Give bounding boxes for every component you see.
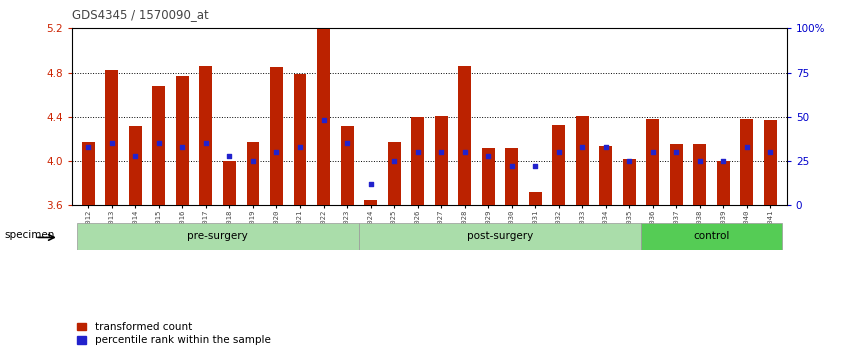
Point — [364, 181, 377, 187]
Text: specimen: specimen — [4, 230, 55, 240]
Bar — [599, 145, 613, 205]
Point — [294, 144, 307, 150]
Bar — [481, 148, 495, 205]
Point — [481, 153, 495, 159]
Point — [458, 149, 471, 155]
Legend: transformed count, percentile rank within the sample: transformed count, percentile rank withi… — [77, 322, 271, 345]
Point — [387, 158, 401, 164]
Point — [740, 144, 754, 150]
Bar — [106, 70, 118, 205]
Bar — [641, 223, 782, 250]
Bar — [359, 223, 641, 250]
Bar — [623, 159, 635, 205]
Bar — [82, 142, 95, 205]
Point — [764, 149, 777, 155]
Bar — [435, 116, 448, 205]
Point — [646, 149, 660, 155]
Point — [411, 149, 425, 155]
Point — [575, 144, 589, 150]
Bar — [459, 66, 471, 205]
Bar — [223, 161, 236, 205]
Bar — [764, 120, 777, 205]
Bar — [200, 66, 212, 205]
Point — [199, 141, 212, 146]
Point — [340, 141, 354, 146]
Point — [152, 141, 166, 146]
Point — [552, 149, 565, 155]
Bar — [670, 144, 683, 205]
Bar — [387, 142, 400, 205]
Point — [623, 158, 636, 164]
Bar — [270, 67, 283, 205]
Point — [129, 153, 142, 159]
Point — [505, 164, 519, 169]
Text: pre-surgery: pre-surgery — [187, 231, 248, 241]
Text: post-surgery: post-surgery — [467, 231, 533, 241]
Bar — [152, 86, 165, 205]
Bar — [411, 117, 424, 205]
Point — [599, 144, 613, 150]
Point — [246, 158, 260, 164]
Bar — [246, 142, 260, 205]
Point — [176, 144, 190, 150]
Point — [81, 144, 95, 150]
Bar — [77, 223, 359, 250]
Point — [529, 164, 542, 169]
Bar — [341, 126, 354, 205]
Bar — [129, 126, 142, 205]
Bar — [176, 76, 189, 205]
Bar — [576, 116, 589, 205]
Point — [669, 149, 683, 155]
Bar — [317, 29, 330, 205]
Bar — [694, 144, 706, 205]
Point — [270, 149, 283, 155]
Bar — [717, 161, 730, 205]
Point — [717, 158, 730, 164]
Bar — [505, 148, 518, 205]
Point — [222, 153, 236, 159]
Bar — [294, 74, 306, 205]
Bar — [364, 200, 377, 205]
Bar — [552, 125, 565, 205]
Point — [693, 158, 706, 164]
Text: control: control — [694, 231, 730, 241]
Bar — [529, 192, 541, 205]
Bar — [646, 119, 659, 205]
Point — [105, 141, 118, 146]
Point — [434, 149, 448, 155]
Text: GDS4345 / 1570090_at: GDS4345 / 1570090_at — [72, 8, 209, 21]
Point — [316, 118, 330, 123]
Bar — [740, 119, 753, 205]
